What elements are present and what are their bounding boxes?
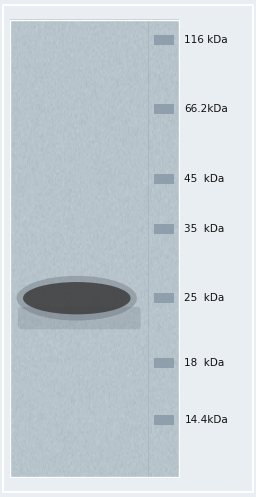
FancyBboxPatch shape (18, 307, 141, 329)
Text: 45  kDa: 45 kDa (184, 174, 225, 184)
Text: 116 kDa: 116 kDa (184, 35, 228, 45)
FancyBboxPatch shape (3, 5, 253, 492)
Bar (10, 20, 179, 477)
Text: 18  kDa: 18 kDa (184, 358, 225, 368)
Ellipse shape (17, 276, 137, 321)
Bar (154, 293, 174, 303)
Bar (10, 20, 179, 477)
Text: 25  kDa: 25 kDa (184, 293, 225, 303)
Bar (154, 35, 174, 45)
Ellipse shape (23, 282, 131, 314)
Text: 35  kDa: 35 kDa (184, 224, 225, 234)
Text: 66.2kDa: 66.2kDa (184, 104, 228, 114)
Bar (154, 104, 174, 114)
Bar (154, 415, 174, 425)
Bar (154, 174, 174, 184)
Text: 14.4kDa: 14.4kDa (184, 415, 228, 425)
Bar (154, 358, 174, 368)
Bar (154, 224, 174, 234)
